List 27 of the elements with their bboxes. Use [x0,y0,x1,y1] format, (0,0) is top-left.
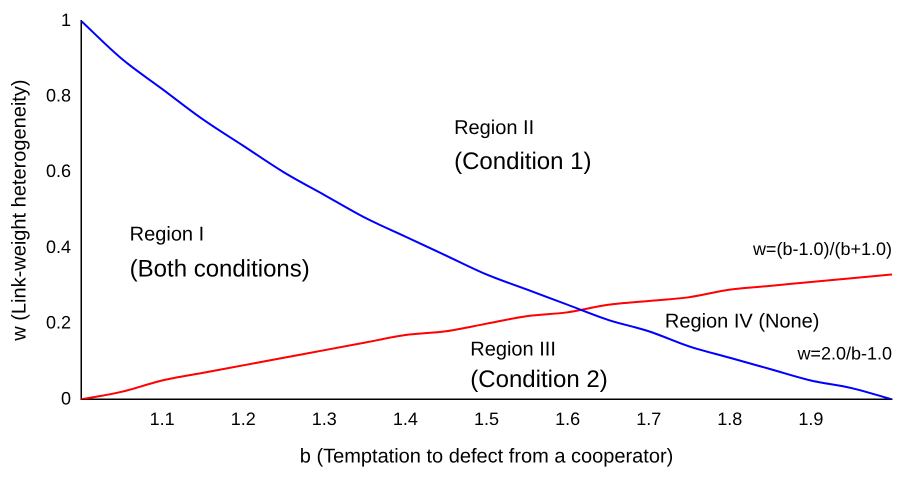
annotation: Region III [470,338,556,361]
x-tick-label: 1.5 [474,409,500,430]
y-tick-label: 0 [61,388,72,408]
x-tick-label: 1.4 [392,409,418,430]
x-tick-label: 1.3 [312,409,337,430]
y-tick-label: 1 [61,10,72,30]
x-axis-title: b (Temptation to defect from a cooperator) [300,446,674,468]
annotation: (Condition 1) [454,148,592,176]
x-tick-label: 1.7 [636,409,662,430]
series-label: w=(b-1.0)/(b+1.0) [752,238,892,259]
x-tick-label: 1.9 [798,409,824,430]
annotation: Region II [454,116,534,139]
y-tick-label: 0.8 [46,85,72,106]
y-tick-label: 0.4 [46,236,72,257]
annotation: Region IV (None) [664,310,820,332]
y-tick-label: 0.6 [46,161,72,182]
x-tick-label: 1.2 [230,409,256,430]
annotation: (Both conditions) [130,256,310,283]
series-label: w=2.0/b-1.0 [796,344,892,364]
line-series [81,20,892,400]
annotation: (Condition 2) [470,366,608,394]
x-tick-label: 1.8 [717,409,742,430]
y-tick-label: 0.2 [46,312,72,333]
y-axis-title: w (Link-weight heterogeneity) [8,79,31,342]
x-tick-label: 1.6 [555,409,580,430]
x-tick-label: 1.1 [150,409,175,430]
annotation: Region I [130,224,204,246]
